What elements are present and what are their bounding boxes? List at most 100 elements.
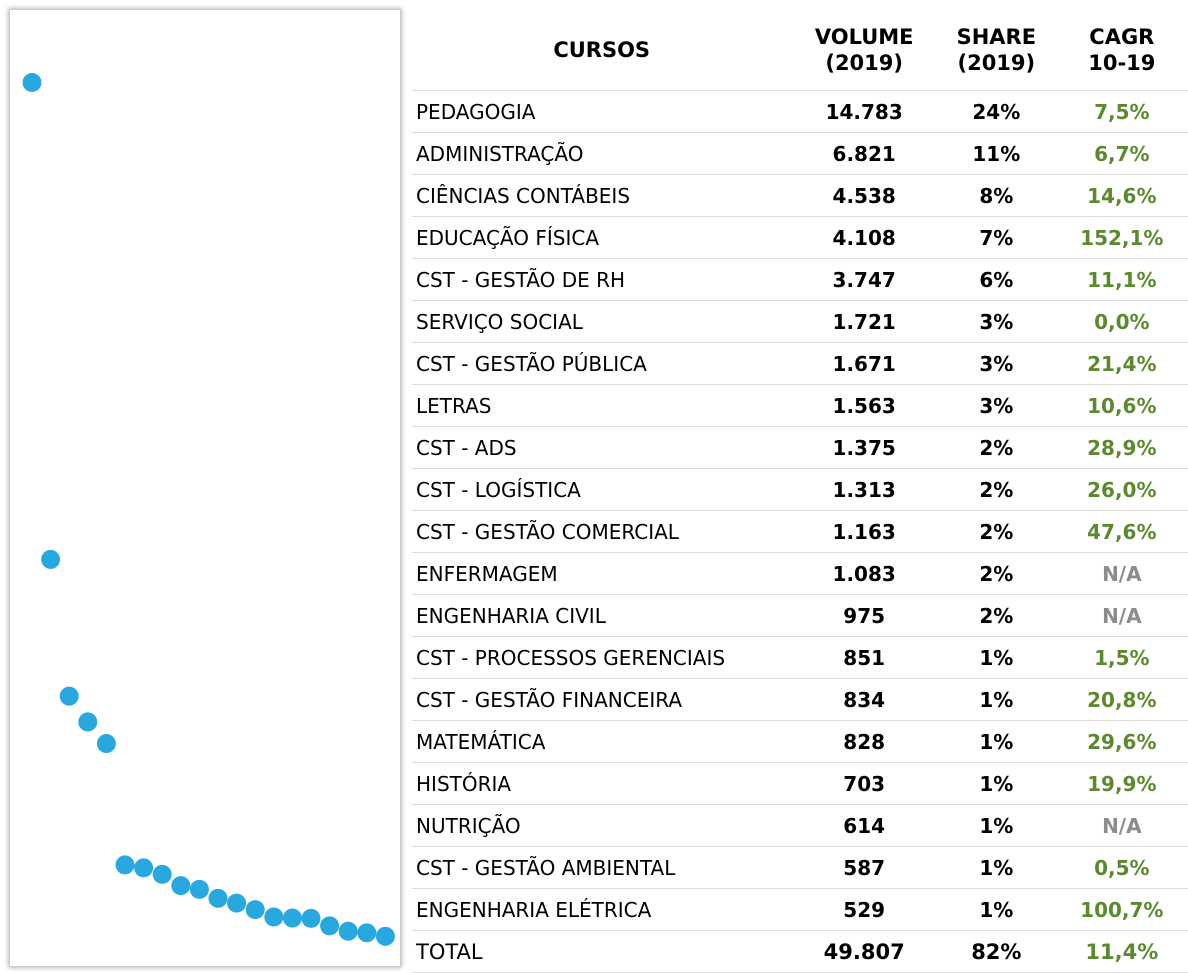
volume: 587 — [791, 846, 937, 889]
data-row: ENFERMAGEM 1.083 2% N/A — [412, 552, 1188, 595]
header-cell: SHARE (2019) — [936, 10, 1056, 91]
cagr: 21,4% — [1055, 342, 1188, 385]
share: 1% — [936, 888, 1056, 931]
share: 3% — [936, 300, 1056, 343]
cagr: 100,7% — [1055, 888, 1188, 931]
share: 82% — [936, 930, 1056, 973]
cagr: N/A — [1055, 804, 1188, 847]
share: 3% — [936, 384, 1056, 427]
share: 24% — [936, 90, 1056, 133]
volume-dot — [41, 549, 61, 569]
volume: 14.783 — [791, 90, 937, 133]
header-cell: CAGR 10-19 — [1055, 10, 1188, 91]
course-name: CST - LOGÍSTICA — [412, 468, 792, 511]
volume: 6.821 — [791, 132, 937, 175]
header-text: (2019) — [825, 51, 903, 75]
share: 1% — [936, 846, 1056, 889]
chart-panel — [10, 10, 400, 966]
course-name: CST - GESTÃO PÚBLICA — [412, 342, 792, 385]
data-row: NUTRIÇÃO 614 1% N/A — [412, 804, 1188, 847]
course-name: ENFERMAGEM — [412, 552, 792, 595]
volume-dot — [115, 855, 135, 875]
volume: 975 — [791, 594, 937, 637]
data-row: MATEMÁTICA 828 1% 29,6% — [412, 720, 1188, 763]
volume-dot — [320, 916, 340, 936]
cagr: 7,5% — [1055, 90, 1188, 133]
share: 1% — [936, 636, 1056, 679]
volume: 4.108 — [791, 216, 937, 259]
data-row: CST - GESTÃO COMERCIAL 1.163 2% 47,6% — [412, 510, 1188, 553]
course-name: LETRAS — [412, 384, 792, 427]
header-cell: CURSOS — [412, 10, 792, 91]
volume: 1.083 — [791, 552, 937, 595]
data-row: HISTÓRIA 703 1% 19,9% — [412, 762, 1188, 805]
header-text: (2019) — [957, 51, 1036, 75]
share: 2% — [936, 594, 1056, 637]
share: 6% — [936, 258, 1056, 301]
share: 1% — [936, 762, 1056, 805]
header-text: CAGR — [1089, 25, 1155, 49]
cagr: 20,8% — [1055, 678, 1188, 721]
course-name: CST - GESTÃO COMERCIAL — [412, 510, 792, 553]
volume-dot — [338, 921, 358, 941]
cagr: 6,7% — [1055, 132, 1188, 175]
volume-dot — [189, 879, 209, 899]
volume: 834 — [791, 678, 937, 721]
volume-dot — [22, 72, 42, 92]
header-text: VOLUME — [814, 25, 914, 49]
share: 1% — [936, 678, 1056, 721]
data-row: CST - GESTÃO PÚBLICA 1.671 3% 21,4% — [412, 342, 1188, 385]
volume: 851 — [791, 636, 937, 679]
cagr: 26,0% — [1055, 468, 1188, 511]
data-row: ENGENHARIA CIVIL 975 2% N/A — [412, 594, 1188, 637]
share: 2% — [936, 426, 1056, 469]
volume: 828 — [791, 720, 937, 763]
course-name: MATEMÁTICA — [412, 720, 792, 763]
data-row: CIÊNCIAS CONTÁBEIS 4.538 8% 14,6% — [412, 174, 1188, 217]
cagr: 1,5% — [1055, 636, 1188, 679]
cagr: 14,6% — [1055, 174, 1188, 217]
data-row: CST - PROCESSOS GERENCIAIS 851 1% 1,5% — [412, 636, 1188, 679]
share: 1% — [936, 720, 1056, 763]
header-cell: VOLUME (2019) — [791, 10, 937, 91]
volume-dot — [152, 864, 172, 884]
cagr: 0,5% — [1055, 846, 1188, 889]
data-row: CST - LOGÍSTICA 1.313 2% 26,0% — [412, 468, 1188, 511]
course-name: CST - GESTÃO AMBIENTAL — [412, 846, 792, 889]
volume: 1.313 — [791, 468, 937, 511]
volume-dot — [96, 734, 116, 754]
share: 7% — [936, 216, 1056, 259]
volume-dot — [208, 888, 228, 908]
data-row: LETRAS 1.563 3% 10,6% — [412, 384, 1188, 427]
share: 1% — [936, 804, 1056, 847]
cagr: 11,1% — [1055, 258, 1188, 301]
course-name: CIÊNCIAS CONTÁBEIS — [412, 174, 792, 217]
volume: 49.807 — [791, 930, 937, 973]
data-row: CST - ADS 1.375 2% 28,9% — [412, 426, 1188, 469]
course-name: CST - PROCESSOS GERENCIAIS — [412, 636, 792, 679]
data-row: CST - GESTÃO DE RH 3.747 6% 11,1% — [412, 258, 1188, 301]
data-row: PEDAGOGIA 14.783 24% 7,5% — [412, 90, 1188, 133]
volume: 703 — [791, 762, 937, 805]
data-row: CST - GESTÃO AMBIENTAL 587 1% 0,5% — [412, 846, 1188, 889]
volume-dot — [264, 907, 284, 927]
cagr: N/A — [1055, 594, 1188, 637]
cagr: 152,1% — [1055, 216, 1188, 259]
course-name: SERVIÇO SOCIAL — [412, 300, 792, 343]
cagr: 10,6% — [1055, 384, 1188, 427]
volume-dot — [282, 908, 302, 928]
volume-dot — [171, 876, 191, 896]
share: 11% — [936, 132, 1056, 175]
data-row: CST - GESTÃO FINANCEIRA 834 1% 20,8% — [412, 678, 1188, 721]
volume-dot — [375, 926, 395, 946]
table-body: PEDAGOGIA 14.783 24% 7,5% ADMINISTRAÇÃO 6.821… — [412, 90, 1188, 973]
course-name: PEDAGOGIA — [412, 90, 792, 133]
volume-dot — [245, 900, 265, 920]
volume-dot — [134, 858, 154, 878]
total: TOTAL 49.807 82% 11,4% — [412, 930, 1188, 973]
volume-dot — [301, 908, 321, 928]
data-row: SERVIÇO SOCIAL 1.721 3% 0,0% — [412, 300, 1188, 343]
volume: 614 — [791, 804, 937, 847]
courses-table: CURSOS VOLUME (2019) SHARE (2019) CAGR 10-19 P… — [412, 10, 1188, 973]
data-row: EDUCAÇÃO FÍSICA 4.108 7% 152,1% — [412, 216, 1188, 259]
